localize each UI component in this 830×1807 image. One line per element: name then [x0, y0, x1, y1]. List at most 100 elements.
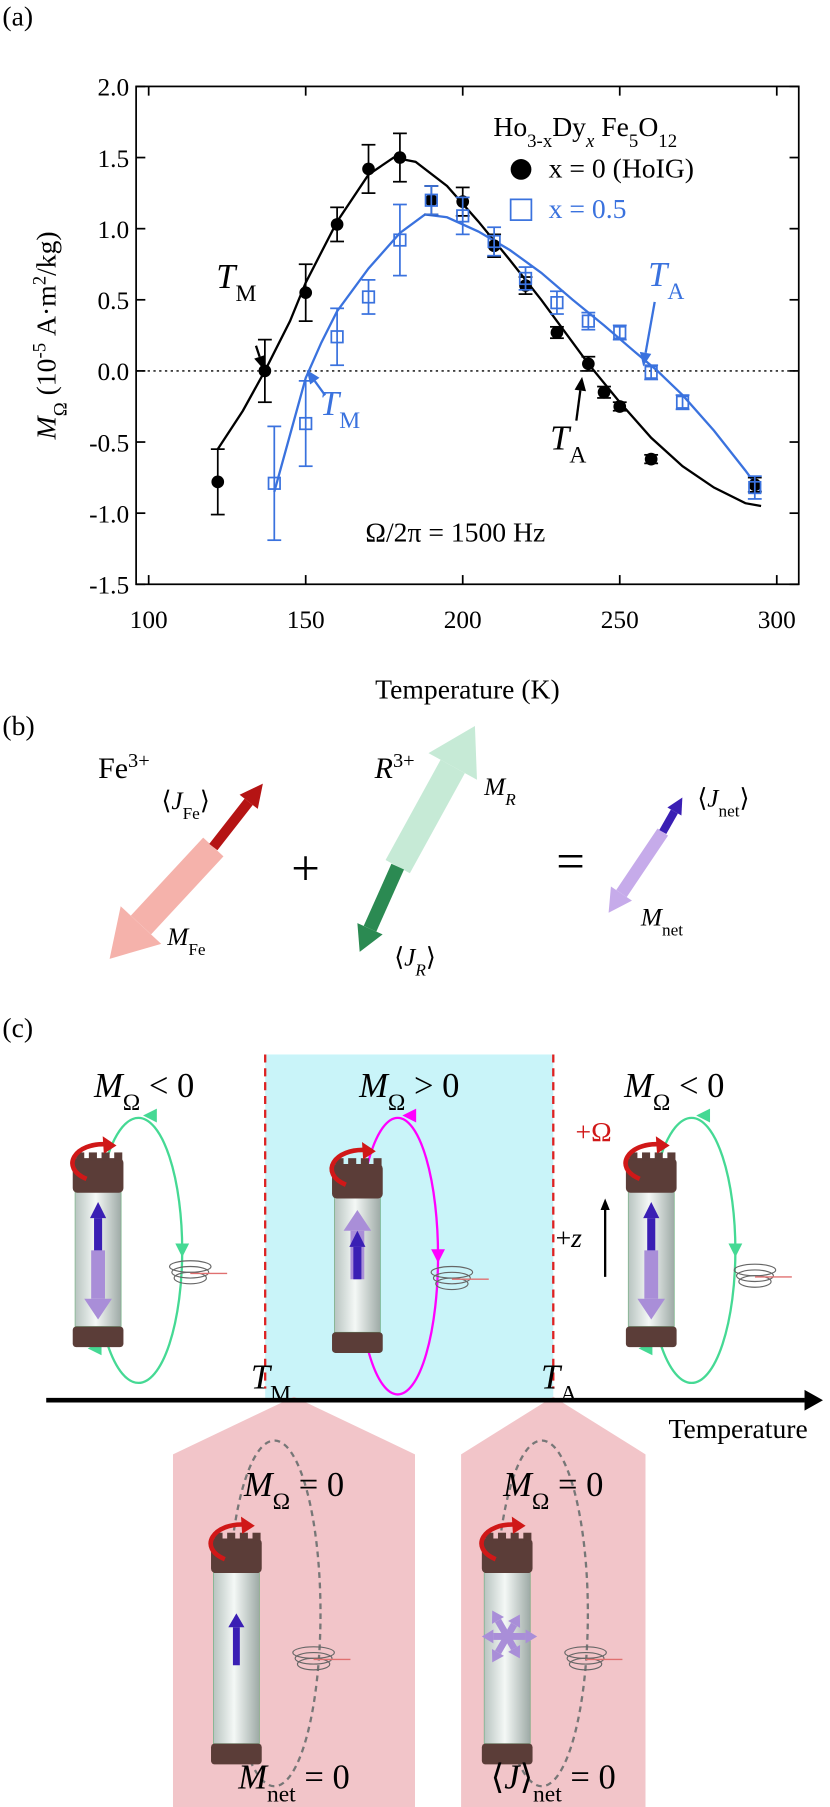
error-bar: [267, 425, 282, 542]
text-part: Ω: [532, 1489, 549, 1515]
transition-arrow-head: [254, 354, 266, 370]
orbit-arrowhead: [728, 1243, 743, 1258]
text-part: A·m: [30, 285, 61, 343]
data-point: [550, 326, 564, 339]
cap-notch: [114, 1152, 123, 1161]
text-part: M: [243, 1466, 275, 1504]
cap-notch: [667, 1152, 676, 1161]
j-arrow-head: [228, 1613, 245, 1628]
text-part: M: [93, 1067, 125, 1105]
cap-notch: [252, 1532, 261, 1541]
text-part: M: [502, 1466, 534, 1504]
text-part: (10: [30, 359, 61, 403]
m-net-arrow-shaft: [616, 828, 669, 898]
text-part: Ω: [123, 1090, 140, 1116]
data-point: [258, 364, 272, 378]
text-part: Ω: [653, 1090, 670, 1116]
cap-notch: [76, 1152, 85, 1161]
data-point: [613, 325, 627, 340]
diagram-label: Fe3+: [98, 750, 150, 785]
diagram-label: R3+: [374, 750, 415, 785]
diagram-label: MR: [483, 773, 516, 809]
transition-label: TA: [550, 419, 586, 468]
text-part: 12: [658, 130, 677, 151]
plot-frame: [135, 85, 800, 586]
sample-base: [625, 1326, 677, 1348]
sample-cap: [72, 1158, 124, 1193]
y-tick-label: -0.5: [89, 429, 129, 457]
j-scatter-arrow-head: [491, 1648, 504, 1663]
j-scatter-arrow-head: [508, 1614, 521, 1628]
legend-label: x = 0.5: [549, 193, 627, 224]
rotation-arrow: [329, 1147, 367, 1187]
legend-marker: [510, 159, 532, 180]
y-tick-label: 0.5: [98, 287, 130, 315]
sample-base: [72, 1326, 124, 1348]
annotation: Ω/2π = 1500 Hz: [365, 517, 545, 548]
diagram-label: Mnet: [640, 903, 683, 939]
j-net-arrow-shaft: [659, 809, 678, 835]
m-arrow-head: [637, 1298, 666, 1320]
data-point: [299, 416, 313, 431]
orbit-arrowhead: [402, 1108, 417, 1123]
text-part: net: [533, 1782, 562, 1807]
sample-cap: [481, 1538, 533, 1574]
temperature-axis-head: [804, 1389, 823, 1411]
text-part: = 0: [290, 1466, 344, 1504]
rotation-arrowhead: [511, 1516, 526, 1534]
text-part: Dy: [552, 111, 586, 142]
coil: [173, 1271, 207, 1285]
rotation-arrow: [479, 1522, 517, 1562]
text-part: +: [556, 1222, 572, 1253]
diagram-label: Temperature: [669, 1413, 808, 1444]
m-fe-arrow-head: [109, 906, 162, 959]
coil: [294, 1651, 333, 1665]
rotation-arrowhead: [655, 1136, 670, 1154]
text-part: A: [667, 279, 684, 305]
text-part: M: [623, 1067, 655, 1105]
diagram-label: MΩ = 0: [502, 1466, 603, 1515]
text-part: Ω/2π = 1500 Hz: [365, 517, 545, 548]
rotation-arrow: [623, 1142, 661, 1182]
text-part: Ω: [50, 402, 71, 416]
cap-notch: [629, 1152, 638, 1161]
text-part: A: [569, 442, 586, 468]
sample-body: [483, 1570, 531, 1744]
diagram-label: +: [291, 840, 320, 896]
orbit-arrowhead: [696, 1108, 711, 1123]
text-part: 3+: [393, 750, 415, 772]
diagram-label: MΩ < 0: [93, 1067, 194, 1116]
text-part: ⟨: [161, 787, 171, 815]
diagram-label: ⟨Jnet⟩: [697, 785, 749, 821]
text-part: +: [291, 840, 320, 896]
text-part: =: [556, 833, 585, 889]
m-fe-arrow-shaft: [130, 837, 224, 935]
data-point: [518, 271, 533, 286]
text-part: Fe: [188, 939, 206, 958]
coil: [738, 1275, 772, 1288]
y-tick-label: 1.0: [98, 216, 130, 244]
x-tick-label: 300: [758, 606, 796, 634]
y-tick-label: -1.0: [89, 500, 129, 528]
text-part: J: [171, 787, 184, 815]
data-point: [597, 385, 611, 399]
cap-notch: [360, 1158, 369, 1167]
text-part: 2: [29, 276, 50, 285]
cap-notch: [101, 1152, 110, 1161]
y-axis-label: MΩ (10-5 A·m2/kg): [29, 231, 71, 440]
text-part: Ho: [493, 111, 527, 142]
data-point: [582, 357, 595, 371]
coil: [568, 1657, 603, 1671]
x-axis-label: Temperature (K): [375, 673, 560, 704]
text-part: x: [585, 130, 595, 151]
error-bar: [361, 279, 376, 315]
text-part: M: [339, 408, 360, 434]
text-part: O: [638, 111, 658, 142]
j-scatter-arrow-head: [481, 1629, 494, 1644]
cap-notch: [654, 1152, 663, 1161]
legend-marker: [509, 198, 533, 221]
m-r-arrow-shaft: [385, 759, 465, 874]
j-scatter-arrow-shaft: [504, 1622, 518, 1639]
transition-label: TM: [216, 258, 256, 307]
